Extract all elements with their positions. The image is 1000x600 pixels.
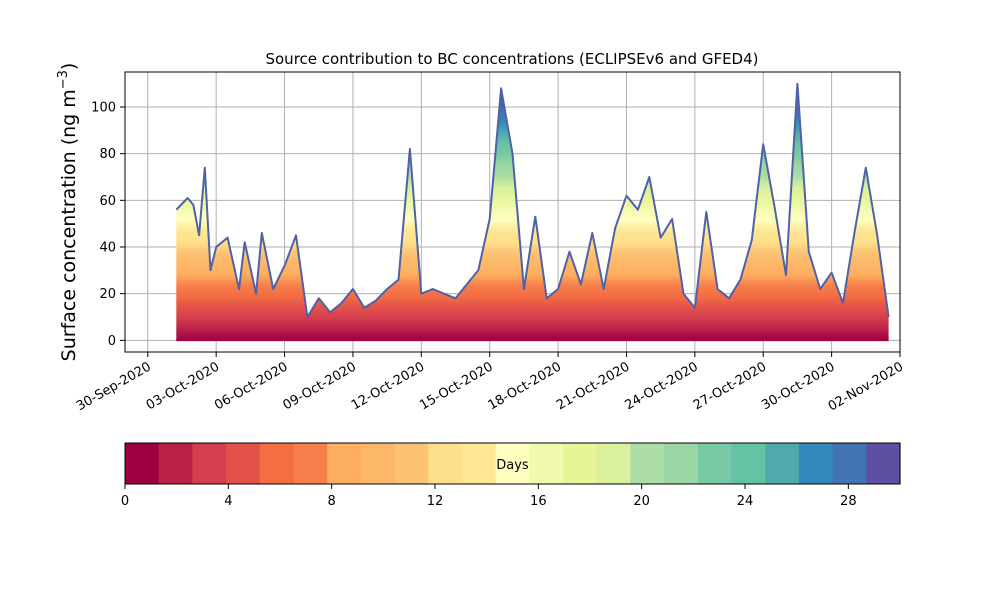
x-tick-label: 12-Oct-2020 [349, 359, 427, 413]
colorbar-label: Days [496, 458, 529, 473]
x-tick-label: 09-Oct-2020 [281, 359, 359, 413]
x-tick-label: 03-Oct-2020 [144, 359, 222, 413]
colorbar-swatch [158, 443, 193, 484]
colorbar-frame [124, 442, 901, 485]
colorbar-swatch [664, 443, 699, 484]
chart-title: Source contribution to BC concentrations… [265, 50, 758, 68]
colorbar: Days 0 4 8 12 16 20 24 28 [121, 442, 901, 509]
y-axis-label-main: Surface concentration (ng m [58, 89, 80, 361]
y-axis-label: Surface concentration (ng m−3) [56, 63, 80, 362]
series-top-line [175, 82, 890, 318]
x-tick-label: 18-Oct-2020 [486, 359, 564, 413]
colorbar-tick-label: 4 [224, 494, 232, 509]
colorbar-swatch [394, 443, 429, 484]
colorbar-swatch [866, 443, 901, 484]
colorbar-swatch [697, 443, 733, 484]
colorbar-tick-label: 24 [737, 494, 754, 509]
colorbar-swatch [327, 443, 362, 484]
colorbar-swatch [529, 443, 564, 484]
y-tick-label: 0 [108, 334, 116, 349]
colorbar-swatch [125, 443, 160, 484]
colorbar-swatch [765, 443, 800, 484]
y-tick-label: 20 [99, 287, 116, 302]
colorbar-tick-label: 0 [121, 494, 129, 509]
x-tick-label: 15-Oct-2020 [417, 359, 495, 413]
colorbar-swatch [731, 443, 766, 484]
x-axis: 30-Sep-202003-Oct-202006-Oct-202009-Oct-… [74, 352, 906, 414]
colorbar-swatch [428, 443, 463, 484]
y-tick-label: 100 [91, 101, 116, 116]
colorbar-swatch [259, 443, 295, 484]
x-tick-label: 06-Oct-2020 [212, 359, 290, 413]
y-tick-label: 80 [99, 147, 116, 162]
y-tick-label: 60 [99, 194, 116, 209]
colorbar-swatch [630, 443, 665, 484]
colorbar-swatch [798, 443, 834, 484]
y-axis-label-close: ) [58, 63, 80, 70]
x-tick-label: 30-Oct-2020 [759, 359, 837, 413]
colorbar-swatch [461, 443, 497, 484]
colorbar-swatch [226, 443, 261, 484]
colorbar-swatch [832, 443, 867, 484]
x-tick-label: 24-Oct-2020 [622, 359, 700, 413]
x-tick-label: 27-Oct-2020 [691, 359, 769, 413]
colorbar-swatch [360, 443, 396, 484]
colorbar-swatch [563, 443, 598, 484]
colorbar-tick-label: 16 [530, 494, 547, 509]
y-tick-label: 40 [99, 241, 116, 256]
x-tick-label: 02-Nov-2020 [826, 359, 906, 414]
colorbar-swatch [596, 443, 632, 484]
y-axis-label-exponent: −3 [56, 70, 71, 89]
plot-frame [124, 71, 901, 353]
data-area [175, 82, 890, 342]
stacked-area [176, 83, 889, 341]
colorbar-swatch [495, 443, 530, 484]
colorbar-tick-label: 8 [328, 494, 336, 509]
y-axis: 0 20 40 60 80 100 [91, 101, 125, 349]
colorbar-tick-label: 20 [633, 494, 650, 509]
colorbar-swatch [192, 443, 227, 484]
x-tick-label: 21-Oct-2020 [554, 359, 632, 413]
colorbar-swatch [293, 443, 328, 484]
colorbar-tick-label: 28 [840, 494, 857, 509]
x-tick-label: 30-Sep-2020 [74, 359, 154, 414]
colorbar-tick-label: 12 [427, 494, 444, 509]
